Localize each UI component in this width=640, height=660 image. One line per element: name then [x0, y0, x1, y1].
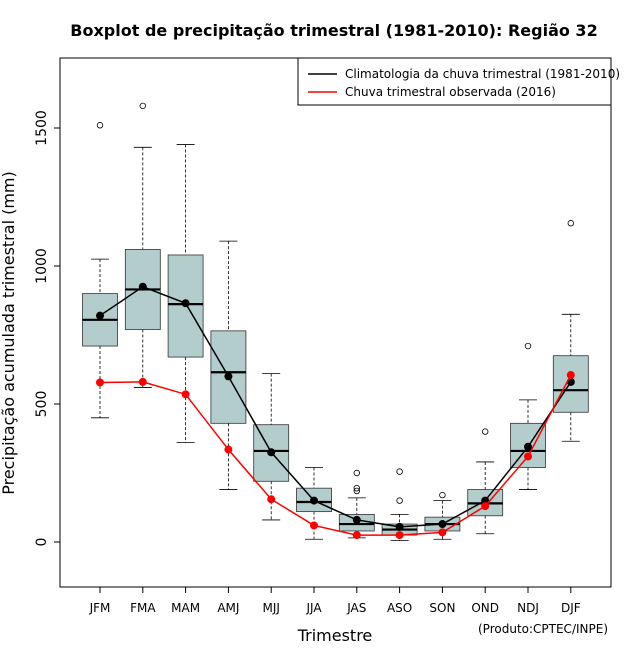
series-point-climatologia [352, 515, 361, 524]
y-tick-label: 1000 [34, 248, 50, 284]
series-point-observada [481, 502, 490, 511]
x-tick-label-ond: OND [471, 601, 499, 615]
legend-box [297, 57, 612, 106]
x-tick-label-jas: JAS [346, 601, 366, 615]
product-credit: (Produto:CPTEC/INPE) [478, 622, 608, 636]
outlier-point [353, 484, 360, 492]
series-lines [96, 282, 575, 540]
x-tick-label-jfm: JFM [89, 601, 111, 615]
series-point-observada [138, 377, 147, 386]
series-point-observada [181, 390, 190, 399]
x-tick-label-fma: FMA [130, 601, 156, 615]
outlier-point [396, 468, 403, 475]
series-line-climatologia [99, 285, 572, 528]
legend-label-climatologia: Climatologia da chuva trimestral (1981-2… [345, 67, 620, 81]
box-ond [467, 428, 504, 535]
box-fma [124, 102, 161, 388]
outlier-point [524, 342, 532, 350]
outlier-point [96, 122, 104, 129]
y-tick-label: 0 [34, 538, 50, 547]
box-jfm [82, 122, 118, 419]
x-tick-label-djf: DJF [561, 601, 581, 615]
outlier-point [439, 491, 446, 499]
chart-title: Boxplot de precipitação trimestral (1981… [70, 21, 597, 40]
series-point-climatologia [481, 496, 490, 505]
outlier-point [567, 220, 574, 227]
series-point-climatologia [181, 299, 190, 308]
y-axis: 0 500 1000 1500 [34, 110, 61, 547]
outlier-point [396, 497, 403, 504]
series-point-observada [566, 371, 575, 380]
series-point-observada [395, 531, 404, 540]
series-point-observada [96, 378, 104, 387]
x-tick-label-mam: MAM [171, 601, 200, 615]
series-point-climatologia [96, 311, 104, 320]
series-point-climatologia [267, 448, 276, 457]
box-jas [338, 469, 375, 539]
series-point-climatologia [310, 496, 318, 505]
x-axis: JFM FMA MAM AMJ MJJ JJA JAS ASO SON OND NDJ DJF [89, 586, 581, 615]
series-point-climatologia [138, 282, 147, 291]
series-point-climatologia [395, 522, 404, 531]
outlier-point [353, 487, 360, 495]
x-tick-label-aso: ASO [387, 601, 412, 615]
outlier-point [353, 469, 360, 477]
series-point-climatologia [224, 372, 233, 381]
series-line-observada [99, 374, 572, 536]
y-tick-label: 1500 [34, 110, 50, 146]
y-axis-title: Precipitação acumulada trimestral (mm) [0, 171, 18, 495]
series-point-observada [224, 445, 233, 454]
x-tick-label-amj: AMJ [217, 601, 239, 615]
x-tick-label-mjj: MJJ [262, 601, 279, 615]
x-axis-title: Trimestre [297, 626, 373, 645]
series-point-observada [310, 521, 318, 530]
series-point-climatologia [438, 520, 447, 529]
series-point-observada [438, 528, 447, 537]
outlier-point [139, 102, 146, 110]
x-tick-label-jja: JJA [305, 601, 322, 615]
legend-label-observada: Chuva trimestral observada (2016) [345, 85, 556, 99]
outlier-point [482, 428, 489, 435]
series-point-observada [267, 495, 276, 504]
series-point-climatologia [524, 442, 532, 451]
x-tick-label-son: SON [429, 601, 455, 615]
x-tick-label-ndj: NDJ [517, 601, 539, 615]
series-point-observada [352, 531, 361, 540]
series-point-observada [524, 452, 532, 461]
legend: Climatologia da chuva trimestral (1981-2… [297, 57, 620, 106]
box-ndj [510, 342, 546, 490]
y-tick-label: 500 [34, 391, 50, 418]
box-djf [552, 220, 589, 442]
